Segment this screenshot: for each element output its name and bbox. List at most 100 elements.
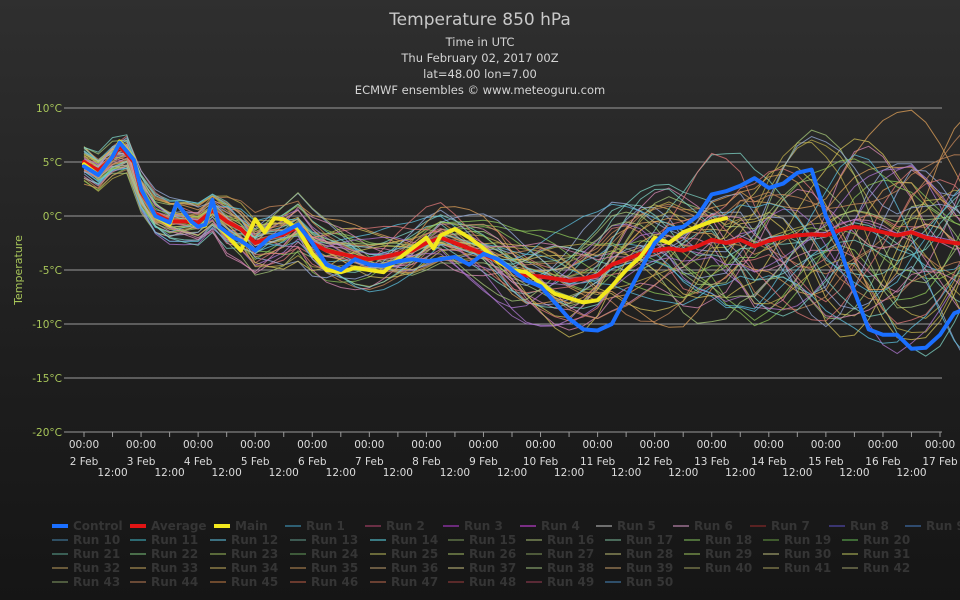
legend-label: Control — [73, 519, 123, 533]
legend-item[interactable]: Run 26 — [448, 547, 516, 561]
legend-item[interactable]: Run 2 — [365, 519, 425, 533]
legend-item[interactable]: Run 22 — [130, 547, 198, 561]
legend-label: Run 45 — [231, 575, 278, 589]
legend-item[interactable]: Run 47 — [370, 575, 438, 589]
legend-label: Run 15 — [469, 533, 516, 547]
x-tick-time: 00:00 — [754, 439, 784, 451]
legend-label: Run 9 — [926, 519, 960, 533]
legend-item[interactable]: Run 14 — [370, 533, 438, 547]
ensemble-run-line — [83, 141, 960, 319]
legend-item[interactable]: Control — [52, 519, 123, 533]
legend-label: Run 11 — [151, 533, 198, 547]
chart-subtitle-1: Time in UTC — [445, 35, 515, 49]
legend-item[interactable]: Run 6 — [673, 519, 733, 533]
ensemble-run-line — [83, 165, 960, 331]
legend-item[interactable]: Run 29 — [684, 547, 752, 561]
legend-item[interactable]: Run 33 — [130, 561, 198, 575]
legend-item[interactable]: Run 32 — [52, 561, 120, 575]
legend-item[interactable]: Run 43 — [52, 575, 120, 589]
legend-item[interactable]: Run 15 — [448, 533, 516, 547]
x-tick-date: 3 Feb — [127, 456, 156, 468]
legend-item[interactable]: Run 31 — [842, 547, 910, 561]
x-tick-time: 00:00 — [354, 439, 384, 451]
legend-item[interactable]: Average — [130, 519, 207, 533]
legend-item[interactable]: Run 27 — [526, 547, 594, 561]
legend-item[interactable]: Run 45 — [210, 575, 278, 589]
legend-item[interactable]: Run 13 — [290, 533, 358, 547]
x-tick-noon: 12:00 — [269, 467, 299, 479]
series-line-average — [82, 143, 960, 283]
legend-item[interactable]: Run 49 — [526, 575, 594, 589]
legend-label: Run 19 — [784, 533, 831, 547]
legend-label: Run 46 — [311, 575, 358, 589]
ensemble-run-line — [83, 151, 960, 319]
legend-item[interactable]: Run 46 — [290, 575, 358, 589]
legend-label: Average — [151, 519, 207, 533]
legend-label: Run 42 — [863, 561, 910, 575]
legend-label: Run 7 — [771, 519, 810, 533]
legend-item[interactable]: Run 10 — [52, 533, 120, 547]
legend-item[interactable]: Run 38 — [526, 561, 594, 575]
ensemble-runs — [83, 109, 960, 357]
main-series — [82, 139, 960, 351]
x-tick-time: 00:00 — [525, 439, 555, 451]
legend-item[interactable]: Run 30 — [763, 547, 831, 561]
legend-item[interactable]: Run 41 — [763, 561, 831, 575]
x-tick-time: 00:00 — [868, 439, 898, 451]
legend-item[interactable]: Main — [214, 519, 268, 533]
legend-item[interactable]: Run 40 — [684, 561, 752, 575]
ensemble-run-line — [83, 155, 960, 334]
x-tick-noon: 12:00 — [611, 467, 641, 479]
x-tick-date: 11 Feb — [580, 456, 616, 468]
legend-item[interactable]: Run 23 — [210, 547, 278, 561]
x-tick-noon: 12:00 — [554, 467, 584, 479]
x-tick-date: 17 Feb — [922, 456, 958, 468]
legend-label: Run 27 — [547, 547, 594, 561]
legend-item[interactable]: Run 21 — [52, 547, 120, 561]
x-tick-noon: 12:00 — [440, 467, 470, 479]
legend-item[interactable]: Run 19 — [763, 533, 831, 547]
ensemble-run-line — [83, 150, 960, 309]
legend-item[interactable]: Run 9 — [905, 519, 960, 533]
legend-item[interactable]: Run 28 — [605, 547, 673, 561]
legend-label: Run 14 — [391, 533, 438, 547]
legend-item[interactable]: Run 16 — [526, 533, 594, 547]
legend-item[interactable]: Run 24 — [290, 547, 358, 561]
x-tick-time: 00:00 — [183, 439, 213, 451]
x-tick-time: 00:00 — [126, 439, 156, 451]
legend-item[interactable]: Run 34 — [210, 561, 278, 575]
legend-item[interactable]: Run 7 — [750, 519, 810, 533]
legend-item[interactable]: Run 20 — [842, 533, 910, 547]
legend-item[interactable]: Run 39 — [605, 561, 673, 575]
legend-item[interactable]: Run 36 — [370, 561, 438, 575]
x-tick-time: 00:00 — [240, 439, 270, 451]
legend-label: Run 12 — [231, 533, 278, 547]
legend-item[interactable]: Run 8 — [829, 519, 889, 533]
y-axis-label: Temperature — [12, 235, 25, 306]
legend[interactable]: Control Average Main Run 1 Run 2 Run 3 Run 4 Ru… — [52, 519, 960, 589]
legend-item[interactable]: Run 18 — [684, 533, 752, 547]
y-tick-label: -5°C — [39, 265, 62, 277]
legend-item[interactable]: Run 11 — [130, 533, 198, 547]
legend-item[interactable]: Run 17 — [605, 533, 673, 547]
legend-item[interactable]: Run 1 — [285, 519, 345, 533]
y-tick-label: 5°C — [43, 157, 62, 169]
legend-label: Run 18 — [705, 533, 752, 547]
legend-item[interactable]: Run 50 — [605, 575, 673, 589]
x-tick-noon: 12:00 — [497, 467, 527, 479]
legend-item[interactable]: Run 5 — [596, 519, 656, 533]
legend-label: Run 5 — [617, 519, 656, 533]
legend-label: Run 30 — [784, 547, 831, 561]
legend-item[interactable]: Run 37 — [448, 561, 516, 575]
legend-item[interactable]: Run 12 — [210, 533, 278, 547]
legend-item[interactable]: Run 4 — [520, 519, 580, 533]
legend-label: Run 35 — [311, 561, 358, 575]
legend-item[interactable]: Run 44 — [130, 575, 198, 589]
legend-item[interactable]: Run 35 — [290, 561, 358, 575]
legend-item[interactable]: Run 3 — [443, 519, 503, 533]
legend-item[interactable]: Run 25 — [370, 547, 438, 561]
legend-label: Run 22 — [151, 547, 198, 561]
legend-item[interactable]: Run 48 — [448, 575, 516, 589]
legend-item[interactable]: Run 42 — [842, 561, 910, 575]
legend-label: Run 23 — [231, 547, 278, 561]
